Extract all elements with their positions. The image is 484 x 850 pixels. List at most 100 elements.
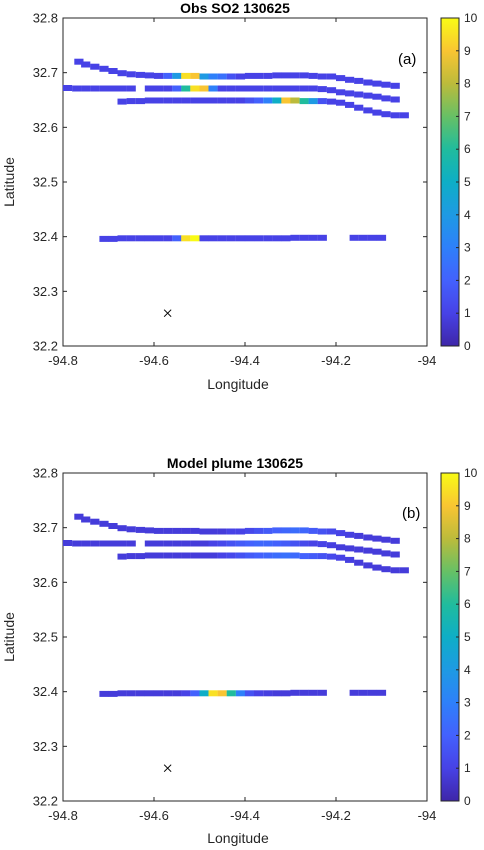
data-point [349,234,359,241]
data-point [226,552,236,559]
data-point [281,690,291,697]
data-point [244,527,255,534]
data-point [172,690,182,697]
data-point [272,72,282,79]
data-point [290,234,300,241]
colorbar-tick-label: 3 [464,696,471,710]
data-point [217,528,227,535]
data-point [181,552,191,559]
data-point [363,562,373,569]
data-point [308,98,318,105]
data-point [367,689,377,696]
data-point [272,552,282,559]
data-point [254,540,264,547]
data-point [290,72,300,79]
data-point [153,235,164,242]
colorbar-tick-label: 5 [464,630,471,644]
data-point [290,527,300,534]
y-tick-label: 32.4 [33,229,58,244]
colorbar-tick-label: 9 [464,499,471,513]
x-tick-label: -94.8 [48,808,78,823]
data-point [144,690,154,697]
y-axis-label: Latitude [1,157,17,207]
data-point [217,235,227,242]
data-point [345,90,355,97]
data-point [72,540,82,547]
chart-panel-b: Model plume 130625 -94.8 -94.6 -94.4 -94.2-… [1,455,478,846]
data-point [281,552,291,559]
data-point [190,552,200,559]
data-point [217,97,227,104]
data-point [99,690,109,697]
y-axis-label: Latitude [1,612,17,662]
data-point [299,540,309,547]
data-point [363,107,373,114]
data-point [244,540,255,547]
y-tick-label: 32.5 [33,630,58,645]
colorbar-tick-label: 6 [464,597,471,611]
data-point [217,540,227,547]
data-point [208,85,218,92]
data-point [354,77,364,84]
data-point [226,73,236,80]
x-tick-label: -94.8 [48,353,78,368]
data-point [217,85,227,92]
data-point [326,98,337,105]
data-point [144,540,154,547]
data-point [172,527,182,534]
data-point [281,97,291,104]
data-point [181,527,191,534]
data-point [390,82,400,89]
data-point [281,235,291,242]
data-point [336,99,346,106]
data-point [390,96,400,103]
data-point [181,72,191,79]
x-tick-label: -94.2 [321,808,351,823]
data-point [372,548,382,555]
data-point [299,85,309,92]
data-point [190,540,200,547]
data-point [90,63,100,70]
data-point [144,85,154,92]
colorbar-tick-label: 6 [464,142,471,156]
data-point [163,527,173,534]
data-point [190,690,200,697]
y-tick-label: 32.2 [33,794,58,809]
data-point [208,235,218,242]
panel-label: (b) [402,505,420,522]
data-point [272,690,282,697]
data-point [190,97,200,104]
data-point [199,540,209,547]
data-point [281,540,291,547]
data-point [358,234,368,241]
data-point [190,235,200,242]
axis-ticks: -94.8 -94.6 -94.4 -94.2 -94 32.2 32.3 32.4 32.5 3… [33,466,437,824]
data-point [376,689,387,696]
data-point [308,553,318,560]
data-point [254,690,264,697]
data-point [363,79,373,86]
data-point [308,85,318,92]
data-point [163,72,173,79]
data-point [199,97,209,104]
y-tick-label: 32.2 [33,339,58,354]
data-point [290,97,300,104]
data-point [144,72,154,79]
data-point [317,528,327,535]
data-point [399,112,409,119]
data-point [108,540,118,547]
y-tick-label: 32.7 [33,65,58,80]
data-point [135,71,145,78]
data-point [117,540,127,547]
data-point [263,72,273,79]
data-point [126,540,136,547]
data-point [326,73,337,80]
data-point [326,528,337,535]
x-tick-label: -94.4 [230,808,260,823]
data-point [345,531,355,538]
data-point [126,98,136,105]
data-point [399,567,409,574]
data-point [99,65,109,72]
data-point [217,552,227,559]
